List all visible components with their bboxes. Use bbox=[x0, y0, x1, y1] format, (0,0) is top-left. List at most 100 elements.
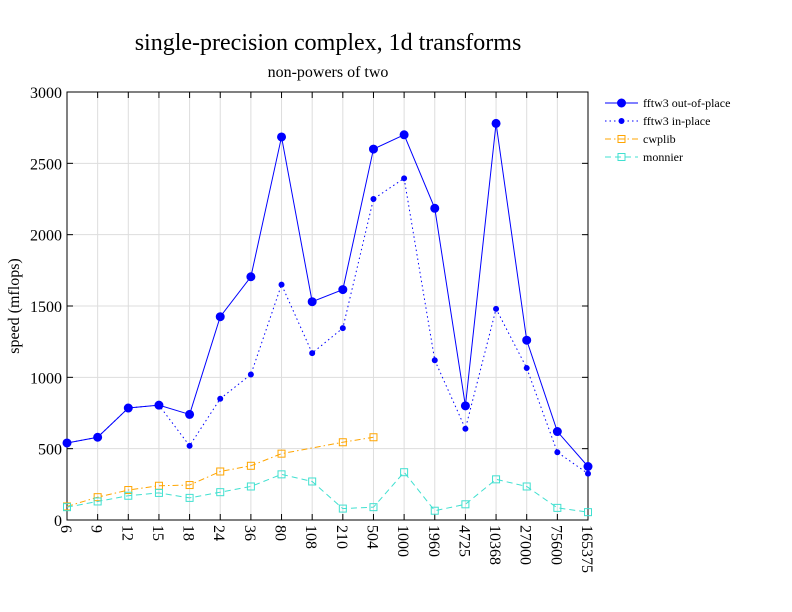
data-point bbox=[308, 477, 317, 486]
data-point bbox=[185, 409, 195, 419]
data-point bbox=[552, 427, 562, 437]
data-point bbox=[431, 357, 438, 364]
series-line bbox=[66, 177, 589, 475]
axes: 0 500 1000 1500 2000 2500 3000 6 9 12 15 18 24 36 80 10… bbox=[30, 85, 595, 573]
x-tick-label: 504 bbox=[363, 525, 380, 549]
data-point bbox=[554, 449, 561, 456]
grid bbox=[66, 91, 589, 521]
data-point bbox=[430, 506, 439, 515]
series-line bbox=[66, 123, 589, 467]
series-fftw3-in-place bbox=[64, 175, 591, 477]
data-point bbox=[64, 439, 70, 446]
data-point bbox=[186, 442, 193, 449]
legend: fftw3 out-of-place fftw3 in-place cwplib mo… bbox=[605, 96, 730, 164]
x-tick-label: 6 bbox=[57, 525, 74, 533]
y-axis-label: speed (mflops) bbox=[6, 258, 23, 354]
data-point bbox=[522, 335, 532, 345]
x-tick-label: 75600 bbox=[547, 525, 564, 565]
data-point bbox=[307, 297, 317, 307]
x-tick-label: 1000 bbox=[394, 525, 411, 557]
data-point bbox=[369, 433, 378, 442]
data-point bbox=[583, 462, 593, 471]
data-point bbox=[277, 132, 287, 142]
y-tick-label: 3000 bbox=[30, 85, 62, 102]
data-point bbox=[430, 203, 440, 213]
data-point bbox=[523, 365, 530, 372]
chart-title: single-precision complex, 1d transforms bbox=[135, 30, 522, 56]
data-point bbox=[339, 325, 346, 332]
data-point bbox=[338, 504, 347, 513]
data-point bbox=[278, 281, 285, 288]
data-point bbox=[215, 312, 225, 322]
data-point bbox=[617, 135, 626, 143]
x-tick-label: 4725 bbox=[455, 525, 472, 557]
legend-entry: fftw3 in-place bbox=[605, 114, 710, 128]
data-point bbox=[124, 486, 133, 495]
data-point bbox=[216, 467, 225, 476]
x-tick-label: 108 bbox=[302, 525, 319, 549]
y-tick-label: 1000 bbox=[30, 370, 62, 387]
x-tick-label: 15 bbox=[149, 525, 166, 541]
data-point bbox=[369, 503, 378, 512]
data-point bbox=[94, 434, 101, 441]
x-tick-label: 18 bbox=[180, 525, 197, 541]
legend-entry: monnier bbox=[605, 150, 683, 164]
data-point bbox=[368, 144, 378, 154]
data-point bbox=[370, 196, 377, 202]
data-point bbox=[617, 153, 626, 161]
data-point bbox=[185, 493, 194, 502]
data-point bbox=[399, 130, 409, 140]
data-point bbox=[522, 482, 531, 491]
data-point bbox=[462, 425, 469, 432]
y-tick-label: 1500 bbox=[30, 299, 62, 316]
x-tick-label: 24 bbox=[210, 525, 227, 541]
legend-entry: fftw3 out-of-place bbox=[605, 96, 730, 110]
data-point bbox=[338, 438, 347, 447]
x-tick-label: 27000 bbox=[517, 525, 534, 565]
x-tick-label: 12 bbox=[118, 525, 135, 541]
data-point bbox=[338, 285, 348, 295]
data-point bbox=[154, 488, 163, 497]
data-point bbox=[553, 503, 562, 512]
data-point bbox=[216, 488, 225, 497]
legend-label: monnier bbox=[643, 150, 683, 164]
chart-subtitle: non-powers of two bbox=[268, 64, 389, 81]
series bbox=[62, 118, 593, 517]
data-point bbox=[585, 470, 591, 477]
data-point bbox=[125, 405, 132, 412]
data-point bbox=[309, 350, 316, 357]
data-point bbox=[155, 402, 162, 409]
data-point bbox=[217, 395, 224, 402]
data-point bbox=[246, 272, 256, 282]
data-point bbox=[124, 491, 133, 500]
data-point bbox=[277, 470, 286, 479]
data-point bbox=[401, 175, 408, 182]
data-point bbox=[93, 493, 102, 502]
x-tick-label: 210 bbox=[333, 525, 350, 549]
series-line bbox=[66, 471, 589, 513]
data-point bbox=[247, 371, 254, 378]
data-point bbox=[461, 500, 470, 509]
y-tick-label: 2500 bbox=[30, 156, 62, 173]
data-point bbox=[460, 401, 470, 411]
data-point bbox=[492, 475, 501, 484]
data-point bbox=[491, 118, 501, 128]
data-point bbox=[493, 305, 500, 312]
y-tick-label: 2000 bbox=[30, 228, 62, 245]
legend-label: fftw3 out-of-place bbox=[643, 96, 730, 110]
data-point bbox=[277, 449, 286, 458]
series-fftw3-out-of-place bbox=[62, 118, 593, 471]
legend-label: fftw3 in-place bbox=[643, 114, 710, 128]
x-tick-label: 36 bbox=[241, 525, 258, 541]
data-point bbox=[617, 98, 626, 108]
legend-entry: cwplib bbox=[605, 132, 676, 146]
data-point bbox=[618, 118, 625, 124]
x-tick-label: 9 bbox=[88, 525, 105, 533]
x-tick-label: 1960 bbox=[425, 525, 442, 557]
x-tick-label: 80 bbox=[272, 525, 289, 541]
data-point bbox=[400, 468, 409, 477]
data-point bbox=[246, 461, 255, 470]
data-point bbox=[246, 482, 255, 491]
data-point bbox=[185, 481, 194, 490]
